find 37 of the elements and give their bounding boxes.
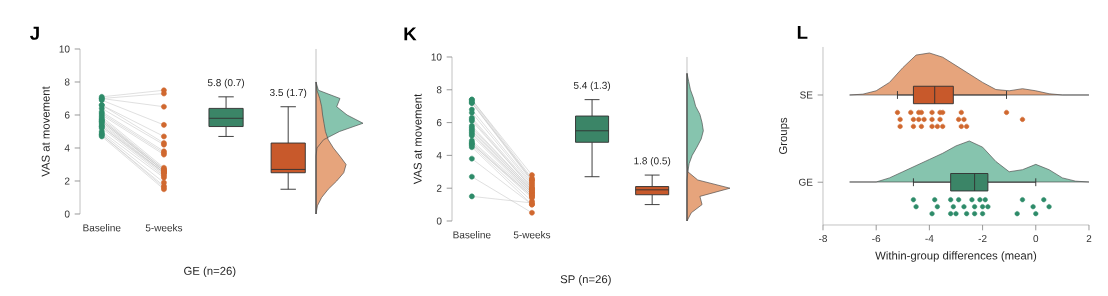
x-tick-label: 5-weeks xyxy=(513,231,551,239)
y-tick-label: 2 xyxy=(64,177,70,185)
annotation: 1.8 (0.5) xyxy=(634,157,671,167)
chart-title: L xyxy=(797,25,808,39)
y-tick-label: 0 xyxy=(64,210,70,218)
y-tick-label: 6 xyxy=(436,119,442,127)
y-axis-title: VAS at movement xyxy=(41,86,50,177)
x-tick-label: Baseline xyxy=(453,231,491,239)
chart-title: K xyxy=(404,27,417,41)
y-tick-label: 4 xyxy=(436,151,442,159)
annotation: 5.4 (1.3) xyxy=(573,81,611,91)
y-tick-label: 0 xyxy=(436,217,442,225)
y-tick-label: 10 xyxy=(431,53,442,61)
y-axis-title: Groups xyxy=(779,117,790,155)
y-tick-label: 6 xyxy=(64,111,70,119)
y-tick-label: GE xyxy=(799,178,813,186)
x-tick-label: -8 xyxy=(818,235,827,243)
x-tick-label: 2 xyxy=(1086,235,1092,243)
x-tick-label: -2 xyxy=(978,235,987,243)
annotation: 3.5 (1.7) xyxy=(269,88,307,99)
y-axis-title: VAS at movement xyxy=(413,93,422,185)
x-axis-title: Within-group differences (mean) xyxy=(875,251,1037,262)
x-tick-label: Baseline xyxy=(83,224,121,232)
x-axis-title: GE (n=26) xyxy=(184,266,236,278)
y-tick-label: 2 xyxy=(436,184,442,192)
annotation: 5.8 (0.7) xyxy=(207,78,245,89)
chart-title: J xyxy=(30,26,39,40)
y-tick-label: 8 xyxy=(64,78,70,86)
y-tick-label: 8 xyxy=(436,86,442,94)
x-tick-label: -6 xyxy=(872,235,881,243)
y-tick-label: 4 xyxy=(64,144,70,152)
x-axis-title: SP (n=26) xyxy=(560,274,611,286)
x-tick-label: 0 xyxy=(1033,235,1039,243)
x-tick-label: -4 xyxy=(925,235,934,242)
y-tick-label: SE xyxy=(800,91,813,99)
x-tick-label: 5-weeks xyxy=(145,224,183,232)
y-tick-label: 10 xyxy=(59,45,70,53)
